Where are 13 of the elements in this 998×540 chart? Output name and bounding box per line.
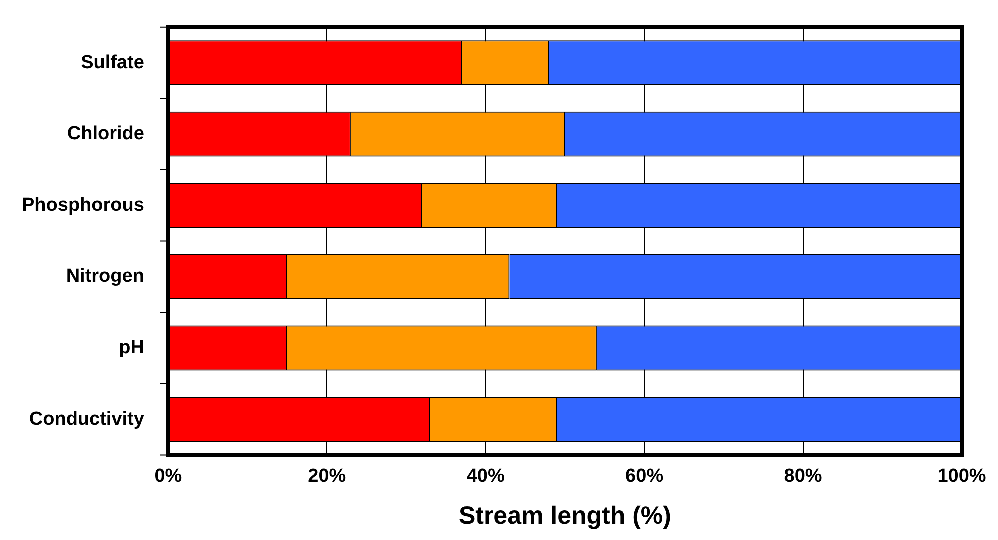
x-tick-label: 80% (784, 466, 822, 487)
y-tick-label: Phosphorous (22, 194, 144, 216)
y-tick-label: pH (119, 337, 144, 358)
y-tick-label: Chloride (67, 124, 144, 145)
x-tick-label: 20% (308, 466, 346, 487)
y-tick-label: Conductivity (29, 408, 145, 430)
x-tick-label: 40% (466, 466, 505, 487)
x-tick-label: 0% (154, 466, 182, 487)
x-tick-label: 60% (626, 466, 664, 487)
y-tick-label: Sulfate (81, 52, 144, 74)
y-tick-label: Nitrogen (66, 266, 144, 288)
x-tick-label: 100% (938, 466, 986, 487)
x-axis-title: Stream length (%) (458, 502, 672, 530)
